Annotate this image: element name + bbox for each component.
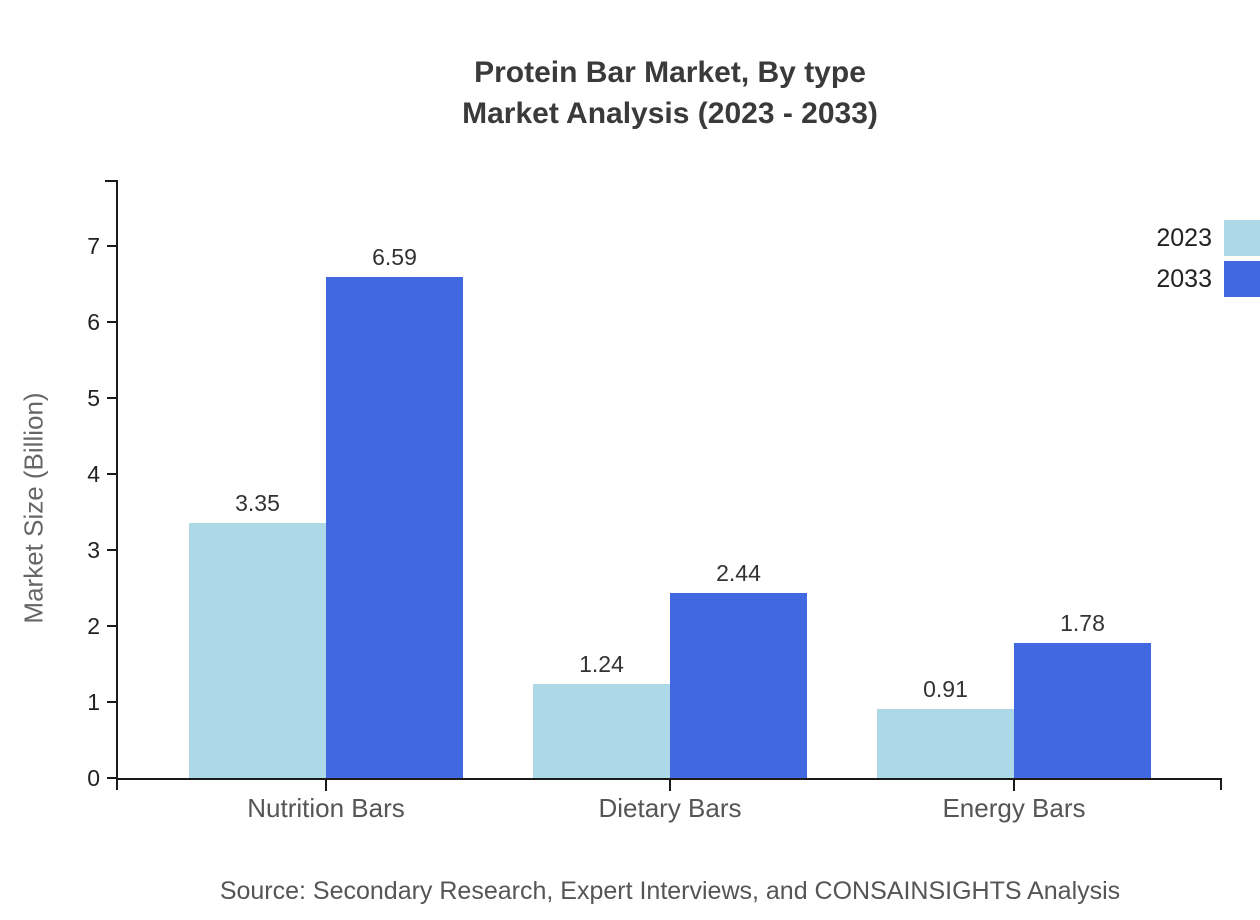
chart-title: Protein Bar Market, By type Market Analy…: [118, 52, 1222, 134]
y-tick-mark: [107, 777, 118, 779]
y-tick-label: 1: [87, 689, 100, 715]
y-tick-mark: [107, 245, 118, 247]
x-tick-mark: [1013, 780, 1015, 791]
bar-2033-dietary-bars: [670, 593, 807, 778]
value-label: 3.35: [235, 490, 280, 516]
category-label-dietary-bars: Dietary Bars: [598, 793, 742, 823]
y-tick-mark: [107, 321, 118, 323]
chart-title-line2: Market Analysis (2023 - 2033): [462, 97, 878, 130]
y-tick-mark: [107, 397, 118, 399]
value-label: 2.44: [716, 560, 761, 586]
y-axis-end-tick: [105, 180, 118, 182]
y-axis-line: [116, 180, 118, 790]
y-tick-label: 0: [87, 765, 100, 791]
source-note: Source: Secondary Research, Expert Inter…: [219, 877, 1121, 905]
legend-swatch-2033: [1224, 261, 1260, 297]
value-label: 1.24: [579, 651, 624, 677]
bar-2023-nutrition-bars: [189, 523, 326, 778]
value-label: 0.91: [923, 676, 968, 702]
y-tick-label: 7: [87, 233, 100, 259]
legend-swatch-2023: [1224, 220, 1260, 256]
category-label-energy-bars: Energy Bars: [942, 793, 1086, 823]
category-label-nutrition-bars: Nutrition Bars: [247, 793, 405, 823]
x-axis-line: [116, 778, 1222, 780]
y-tick-label: 4: [87, 461, 100, 487]
legend-label-2023: 2023: [1156, 224, 1212, 252]
y-tick-label: 2: [87, 613, 100, 639]
y-tick-mark: [107, 549, 118, 551]
legend-label-2033: 2033: [1156, 265, 1212, 293]
x-axis-end-tick: [1220, 778, 1222, 790]
chart-title-line1: Protein Bar Market, By type: [474, 56, 866, 89]
bar-2033-energy-bars: [1014, 643, 1151, 778]
y-tick-label: 5: [87, 385, 100, 411]
x-tick-mark: [325, 780, 327, 791]
bar-2023-dietary-bars: [533, 684, 670, 778]
y-tick-mark: [107, 473, 118, 475]
y-tick-label: 6: [87, 309, 100, 335]
x-tick-mark: [669, 780, 671, 791]
y-tick-label: 3: [87, 537, 100, 563]
bar-2033-nutrition-bars: [326, 277, 463, 778]
value-label: 6.59: [372, 244, 417, 270]
y-tick-mark: [107, 625, 118, 627]
bar-2023-energy-bars: [877, 709, 1014, 778]
value-label: 1.78: [1060, 610, 1105, 636]
y-tick-mark: [107, 701, 118, 703]
